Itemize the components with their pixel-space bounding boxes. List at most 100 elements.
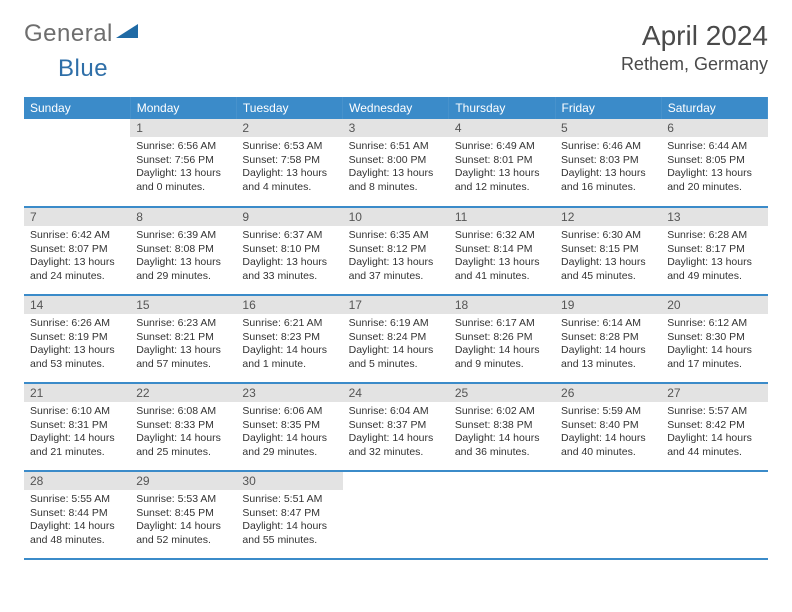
day-line: and 16 minutes. <box>561 181 655 195</box>
day-line: and 24 minutes. <box>30 270 124 284</box>
brand-part2: Blue <box>58 55 108 82</box>
day-body: Sunrise: 6:49 AMSunset: 8:01 PMDaylight:… <box>449 137 555 199</box>
calendar-row: 21Sunrise: 6:10 AMSunset: 8:31 PMDayligh… <box>24 383 768 471</box>
day-line: Daylight: 13 hours <box>136 344 230 358</box>
day-line: Daylight: 13 hours <box>455 167 549 181</box>
day-line: Daylight: 14 hours <box>455 344 549 358</box>
day-line: Sunrise: 5:53 AM <box>136 493 230 507</box>
calendar-cell: 23Sunrise: 6:06 AMSunset: 8:35 PMDayligh… <box>236 383 342 471</box>
day-number <box>555 472 661 490</box>
day-line: Sunrise: 6:26 AM <box>30 317 124 331</box>
day-line: Sunrise: 6:56 AM <box>136 140 230 154</box>
day-line: Sunrise: 6:37 AM <box>242 229 336 243</box>
day-body: Sunrise: 6:06 AMSunset: 8:35 PMDaylight:… <box>236 402 342 464</box>
day-number: 4 <box>449 119 555 137</box>
day-line: Sunset: 8:03 PM <box>561 154 655 168</box>
day-body: Sunrise: 6:37 AMSunset: 8:10 PMDaylight:… <box>236 226 342 288</box>
calendar-cell <box>24 119 130 207</box>
day-body: Sunrise: 5:51 AMSunset: 8:47 PMDaylight:… <box>236 490 342 552</box>
day-line: Sunset: 8:23 PM <box>242 331 336 345</box>
day-line: Daylight: 14 hours <box>30 432 124 446</box>
day-line: Sunrise: 6:32 AM <box>455 229 549 243</box>
day-body: Sunrise: 6:19 AMSunset: 8:24 PMDaylight:… <box>343 314 449 376</box>
calendar-cell: 28Sunrise: 5:55 AMSunset: 8:44 PMDayligh… <box>24 471 130 559</box>
calendar-cell: 7Sunrise: 6:42 AMSunset: 8:07 PMDaylight… <box>24 207 130 295</box>
day-number: 23 <box>236 384 342 402</box>
day-line: Daylight: 14 hours <box>561 432 655 446</box>
calendar-cell: 8Sunrise: 6:39 AMSunset: 8:08 PMDaylight… <box>130 207 236 295</box>
day-line: Sunset: 8:37 PM <box>349 419 443 433</box>
day-body: Sunrise: 6:10 AMSunset: 8:31 PMDaylight:… <box>24 402 130 464</box>
day-number: 16 <box>236 296 342 314</box>
day-line: Daylight: 14 hours <box>242 432 336 446</box>
day-line: Sunset: 7:56 PM <box>136 154 230 168</box>
day-number <box>343 472 449 490</box>
calendar-cell: 30Sunrise: 5:51 AMSunset: 8:47 PMDayligh… <box>236 471 342 559</box>
day-line: Sunset: 8:26 PM <box>455 331 549 345</box>
day-body: Sunrise: 6:42 AMSunset: 8:07 PMDaylight:… <box>24 226 130 288</box>
weekday-header: Thursday <box>449 97 555 119</box>
day-number: 11 <box>449 208 555 226</box>
day-body: Sunrise: 6:04 AMSunset: 8:37 PMDaylight:… <box>343 402 449 464</box>
day-number: 3 <box>343 119 449 137</box>
day-line: Sunrise: 6:51 AM <box>349 140 443 154</box>
day-line: Sunrise: 5:59 AM <box>561 405 655 419</box>
day-line: Sunset: 8:38 PM <box>455 419 549 433</box>
day-line: Sunset: 8:28 PM <box>561 331 655 345</box>
day-number <box>24 119 130 137</box>
day-line: and 37 minutes. <box>349 270 443 284</box>
day-line: and 52 minutes. <box>136 534 230 548</box>
day-number: 22 <box>130 384 236 402</box>
weekday-header: Tuesday <box>236 97 342 119</box>
day-body <box>555 490 661 497</box>
day-line: and 8 minutes. <box>349 181 443 195</box>
day-line: Daylight: 13 hours <box>242 256 336 270</box>
calendar-cell: 12Sunrise: 6:30 AMSunset: 8:15 PMDayligh… <box>555 207 661 295</box>
day-line: and 44 minutes. <box>667 446 761 460</box>
calendar-cell: 14Sunrise: 6:26 AMSunset: 8:19 PMDayligh… <box>24 295 130 383</box>
day-line: and 48 minutes. <box>30 534 124 548</box>
day-line: Sunrise: 6:02 AM <box>455 405 549 419</box>
calendar-cell: 27Sunrise: 5:57 AMSunset: 8:42 PMDayligh… <box>661 383 767 471</box>
day-number: 1 <box>130 119 236 137</box>
day-line: Sunset: 8:05 PM <box>667 154 761 168</box>
day-line: Daylight: 14 hours <box>349 344 443 358</box>
calendar-cell <box>661 471 767 559</box>
calendar-cell: 5Sunrise: 6:46 AMSunset: 8:03 PMDaylight… <box>555 119 661 207</box>
day-number: 25 <box>449 384 555 402</box>
day-number: 27 <box>661 384 767 402</box>
day-number: 18 <box>449 296 555 314</box>
day-line: Daylight: 13 hours <box>136 256 230 270</box>
day-number <box>449 472 555 490</box>
day-body: Sunrise: 6:02 AMSunset: 8:38 PMDaylight:… <box>449 402 555 464</box>
calendar-cell: 18Sunrise: 6:17 AMSunset: 8:26 PMDayligh… <box>449 295 555 383</box>
calendar-cell: 22Sunrise: 6:08 AMSunset: 8:33 PMDayligh… <box>130 383 236 471</box>
calendar-cell: 26Sunrise: 5:59 AMSunset: 8:40 PMDayligh… <box>555 383 661 471</box>
day-body <box>449 490 555 497</box>
day-body <box>24 137 130 144</box>
day-body: Sunrise: 6:17 AMSunset: 8:26 PMDaylight:… <box>449 314 555 376</box>
day-body: Sunrise: 5:59 AMSunset: 8:40 PMDaylight:… <box>555 402 661 464</box>
day-line: Sunrise: 6:28 AM <box>667 229 761 243</box>
calendar-row: 1Sunrise: 6:56 AMSunset: 7:56 PMDaylight… <box>24 119 768 207</box>
day-line: Daylight: 14 hours <box>242 344 336 358</box>
calendar-cell: 4Sunrise: 6:49 AMSunset: 8:01 PMDaylight… <box>449 119 555 207</box>
calendar-row: 14Sunrise: 6:26 AMSunset: 8:19 PMDayligh… <box>24 295 768 383</box>
day-body <box>661 490 767 497</box>
day-number: 9 <box>236 208 342 226</box>
day-line: Sunrise: 6:21 AM <box>242 317 336 331</box>
day-line: Sunrise: 6:12 AM <box>667 317 761 331</box>
calendar-cell <box>449 471 555 559</box>
day-line: Sunrise: 6:23 AM <box>136 317 230 331</box>
day-body: Sunrise: 6:35 AMSunset: 8:12 PMDaylight:… <box>343 226 449 288</box>
day-line: Daylight: 13 hours <box>136 167 230 181</box>
day-number: 21 <box>24 384 130 402</box>
day-line: Sunrise: 6:17 AM <box>455 317 549 331</box>
calendar-cell: 10Sunrise: 6:35 AMSunset: 8:12 PMDayligh… <box>343 207 449 295</box>
day-number: 15 <box>130 296 236 314</box>
day-line: Sunrise: 6:10 AM <box>30 405 124 419</box>
day-number: 24 <box>343 384 449 402</box>
day-line: Daylight: 13 hours <box>30 256 124 270</box>
day-number: 19 <box>555 296 661 314</box>
month-title: April 2024 <box>621 20 768 52</box>
